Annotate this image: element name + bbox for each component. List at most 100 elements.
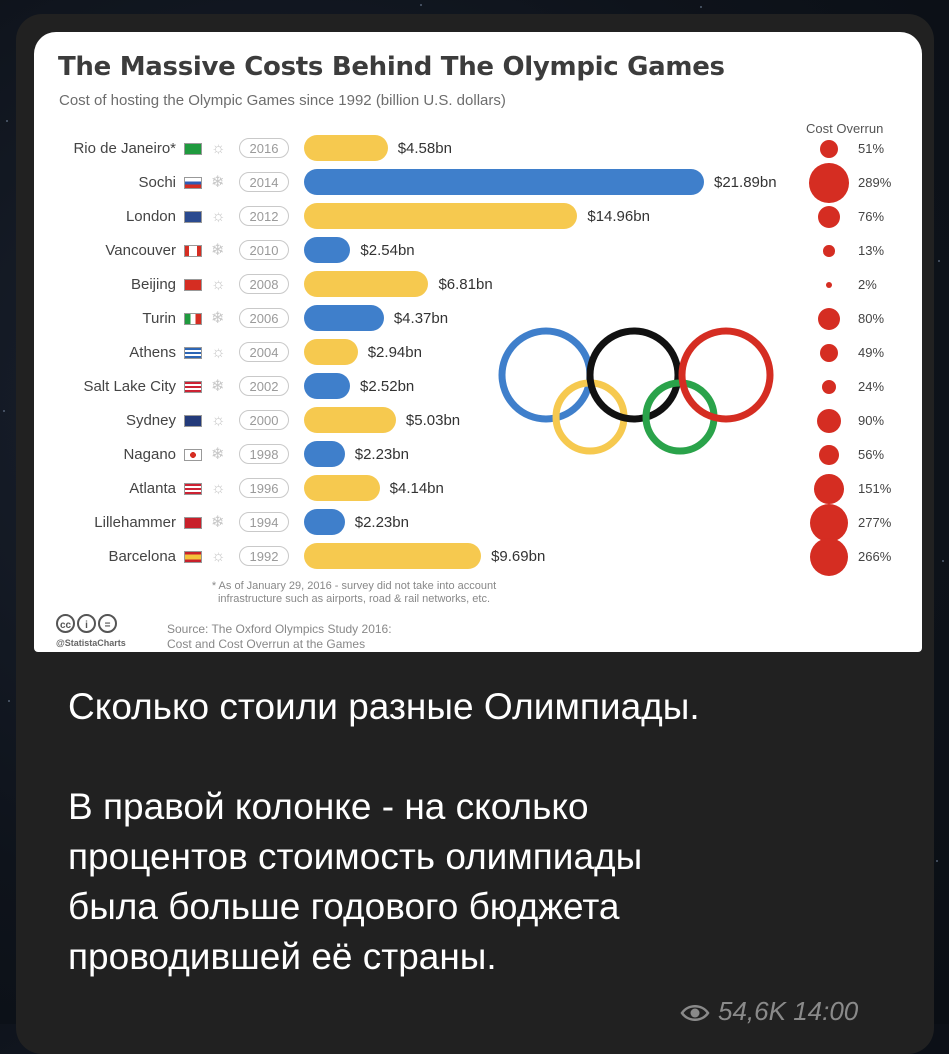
cost-bar xyxy=(304,169,704,195)
cost-value-label: $2.52bn xyxy=(360,378,415,395)
cost-bar xyxy=(304,135,388,161)
overrun-label: 49% xyxy=(858,345,885,360)
australia-flag-icon xyxy=(184,415,202,427)
overrun-dot xyxy=(809,503,849,543)
canada-flag-icon xyxy=(184,245,202,257)
year-label: 1992 xyxy=(239,546,289,566)
chart-row: Turin ❄ 2006 $4.37bn 80% xyxy=(34,304,922,334)
cost-bar xyxy=(304,237,351,263)
year-label: 2010 xyxy=(239,240,289,260)
chart-row: Beijing ☼ 2008 $6.81bn 2% xyxy=(34,270,922,300)
chart-image[interactable]: The Massive Costs Behind The Olympic Gam… xyxy=(34,32,922,652)
year-label: 2006 xyxy=(239,308,289,328)
statista-handle: @StatistaCharts xyxy=(56,638,126,648)
overrun-label: 51% xyxy=(858,141,885,156)
city-label: Sydney xyxy=(125,412,176,429)
overrun-dot xyxy=(819,139,839,159)
city-label: Sochi xyxy=(138,174,176,191)
by-icon: i xyxy=(77,614,96,633)
cost-value-label: $9.69bn xyxy=(491,548,546,565)
sun-icon: ☼ xyxy=(211,480,226,497)
chart-row: Sochi ❄ 2014 $21.89bn 289% xyxy=(34,163,922,203)
overrun-label: 56% xyxy=(858,447,885,462)
chart-title: The Massive Costs Behind The Olympic Gam… xyxy=(58,52,725,82)
sun-icon: ☼ xyxy=(211,548,226,565)
overrun-label: 277% xyxy=(858,515,892,530)
footnote-line-2: infrastructure such as airports, road & … xyxy=(217,593,491,605)
message-line-1: Сколько стоили разные Олимпиады. xyxy=(68,686,700,727)
cost-bar xyxy=(304,203,578,229)
city-label: Atlanta xyxy=(129,480,176,497)
creative-commons-icons: cc i = xyxy=(56,614,119,633)
overrun-label: 80% xyxy=(858,311,885,326)
source-line-1: Source: The Oxford Olympics Study 2016: xyxy=(167,622,392,636)
cost-bar xyxy=(304,407,396,433)
overrun-dot xyxy=(809,163,849,203)
cost-bar xyxy=(304,475,380,501)
cost-bar xyxy=(304,441,345,467)
chart-row: Atlanta ☼ 1996 $4.14bn 151% xyxy=(34,474,922,504)
sun-icon: ☼ xyxy=(211,276,226,293)
snowflake-icon: ❄ xyxy=(211,378,225,395)
city-label: Athens xyxy=(129,344,176,361)
year-label: 2014 xyxy=(239,172,289,192)
italy-flag-icon xyxy=(184,313,202,325)
sun-icon: ☼ xyxy=(211,208,226,225)
overrun-dot xyxy=(819,445,839,465)
chart-row: Rio de Janeiro* ☼ 2016 $4.58bn 51% xyxy=(34,134,922,164)
chart-row: Athens ☼ 2004 $2.94bn 49% xyxy=(34,338,922,368)
sun-icon: ☼ xyxy=(211,344,226,361)
chart-row: Salt Lake City ❄ 2002 $2.52bn 24% xyxy=(34,372,922,402)
japan-flag-icon xyxy=(184,449,202,461)
message-meta: 54,6K 14:00 xyxy=(680,996,858,1027)
cost-value-label: $2.23bn xyxy=(354,514,409,531)
overrun-dot xyxy=(823,245,835,257)
overrun-header: Cost Overrun xyxy=(806,121,884,136)
chart-row: Vancouver ❄ 2010 $2.54bn 13% xyxy=(34,236,922,266)
city-label: Turin xyxy=(142,310,176,327)
city-label: London xyxy=(125,208,176,225)
overrun-label: 76% xyxy=(858,209,885,224)
cost-value-label: $2.54bn xyxy=(360,242,415,259)
cost-bar xyxy=(304,271,429,297)
overrun-dot xyxy=(809,537,849,577)
overrun-dot xyxy=(821,379,837,395)
year-label: 2012 xyxy=(239,206,289,226)
cost-value-label: $5.03bn xyxy=(405,412,461,429)
snowflake-icon: ❄ xyxy=(211,446,225,463)
cost-value-label: $2.23bn xyxy=(354,446,409,463)
cost-value-label: $4.14bn xyxy=(389,480,444,497)
china-flag-icon xyxy=(184,279,202,291)
cost-bar xyxy=(304,373,351,399)
cost-value-label: $2.94bn xyxy=(367,344,422,361)
overrun-label: 90% xyxy=(858,413,885,428)
message-line-2: В правой колонке - на сколько xyxy=(68,786,589,827)
snowflake-icon: ❄ xyxy=(211,174,225,191)
message-bubble[interactable]: The Massive Costs Behind The Olympic Gam… xyxy=(16,14,934,1054)
overrun-label: 13% xyxy=(858,243,885,258)
cost-value-label: $21.89bn xyxy=(714,174,777,191)
cc-icon: cc xyxy=(56,614,75,633)
city-label: Beijing xyxy=(130,276,176,293)
message-time: 14:00 xyxy=(793,996,859,1026)
norway-flag-icon xyxy=(184,517,202,529)
cost-value-label: $14.96bn xyxy=(587,208,650,225)
city-label: Vancouver xyxy=(105,242,176,259)
footnote: * As of January 29, 2016 - survey did no… xyxy=(144,580,564,606)
cost-value-label: $4.37bn xyxy=(393,310,449,327)
overrun-label: 151% xyxy=(858,481,892,496)
year-label: 2000 xyxy=(239,410,289,430)
chart-row: Barcelona ☼ 1992 $9.69bn 266% xyxy=(34,537,922,577)
city-label: Lillehammer xyxy=(94,514,176,531)
overrun-dot xyxy=(817,205,841,229)
cost-bar xyxy=(304,305,384,331)
usa-flag-icon xyxy=(184,381,202,393)
year-label: 2002 xyxy=(239,376,289,396)
cost-value-label: $4.58bn xyxy=(397,140,452,157)
year-label: 1996 xyxy=(239,478,289,498)
overrun-dot xyxy=(819,343,839,363)
view-count: 54,6K xyxy=(718,996,786,1026)
russia-flag-icon xyxy=(184,177,202,189)
sun-icon: ☼ xyxy=(211,140,226,157)
snowflake-icon: ❄ xyxy=(211,514,225,531)
